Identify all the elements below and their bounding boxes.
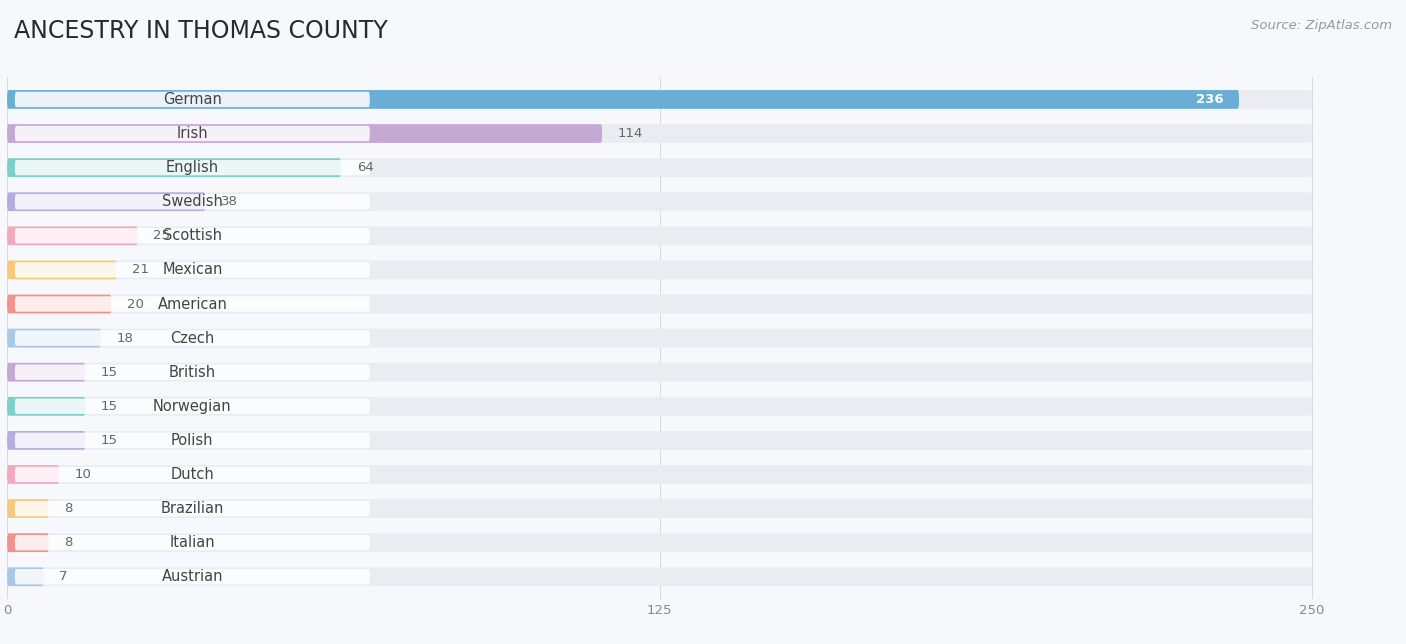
Text: 8: 8 [65,502,73,515]
FancyBboxPatch shape [7,397,86,415]
FancyBboxPatch shape [7,533,1312,552]
FancyBboxPatch shape [15,467,370,482]
FancyBboxPatch shape [15,126,370,141]
FancyBboxPatch shape [15,91,370,107]
Text: 21: 21 [132,263,149,276]
FancyBboxPatch shape [15,330,370,346]
Text: 114: 114 [617,127,643,140]
FancyBboxPatch shape [7,261,117,279]
FancyBboxPatch shape [15,535,370,551]
Text: Irish: Irish [177,126,208,141]
Text: Czech: Czech [170,330,215,346]
FancyBboxPatch shape [7,193,205,211]
FancyBboxPatch shape [15,399,370,414]
Text: Mexican: Mexican [162,262,222,278]
FancyBboxPatch shape [7,90,1312,109]
FancyBboxPatch shape [15,433,370,448]
Text: Norwegian: Norwegian [153,399,232,414]
FancyBboxPatch shape [15,365,370,380]
FancyBboxPatch shape [15,262,370,278]
Text: 18: 18 [117,332,134,345]
Text: 20: 20 [127,298,143,310]
Text: Italian: Italian [170,535,215,550]
Text: German: German [163,92,222,107]
FancyBboxPatch shape [7,363,1312,381]
Text: 25: 25 [153,229,170,242]
FancyBboxPatch shape [7,158,1312,177]
FancyBboxPatch shape [15,160,370,175]
Text: Polish: Polish [172,433,214,448]
Text: English: English [166,160,219,175]
FancyBboxPatch shape [7,363,86,381]
FancyBboxPatch shape [7,124,602,143]
FancyBboxPatch shape [7,397,1312,415]
Text: 236: 236 [1195,93,1223,106]
Text: 10: 10 [75,468,91,481]
FancyBboxPatch shape [7,227,138,245]
FancyBboxPatch shape [7,567,1312,586]
FancyBboxPatch shape [7,193,1312,211]
FancyBboxPatch shape [7,499,1312,518]
Text: 8: 8 [65,536,73,549]
Text: Scottish: Scottish [163,229,222,243]
FancyBboxPatch shape [7,499,49,518]
FancyBboxPatch shape [7,328,101,348]
FancyBboxPatch shape [7,431,1312,450]
FancyBboxPatch shape [7,567,44,586]
Text: 38: 38 [221,195,238,208]
FancyBboxPatch shape [7,533,49,552]
Text: Austrian: Austrian [162,569,224,584]
FancyBboxPatch shape [7,261,1312,279]
FancyBboxPatch shape [7,465,1312,484]
FancyBboxPatch shape [7,124,1312,143]
Text: 15: 15 [101,366,118,379]
FancyBboxPatch shape [7,431,86,450]
Text: 64: 64 [357,161,374,174]
Text: 15: 15 [101,400,118,413]
FancyBboxPatch shape [15,194,370,209]
Text: Dutch: Dutch [170,467,214,482]
FancyBboxPatch shape [7,295,1312,314]
FancyBboxPatch shape [15,569,370,585]
FancyBboxPatch shape [7,328,1312,348]
Text: American: American [157,296,228,312]
FancyBboxPatch shape [7,465,59,484]
FancyBboxPatch shape [7,158,342,177]
Text: 15: 15 [101,434,118,447]
FancyBboxPatch shape [15,501,370,516]
FancyBboxPatch shape [7,90,1239,109]
FancyBboxPatch shape [7,227,1312,245]
FancyBboxPatch shape [7,295,111,314]
FancyBboxPatch shape [15,296,370,312]
Text: Source: ZipAtlas.com: Source: ZipAtlas.com [1251,19,1392,32]
Text: British: British [169,365,217,380]
Text: ANCESTRY IN THOMAS COUNTY: ANCESTRY IN THOMAS COUNTY [14,19,388,43]
Text: Swedish: Swedish [162,194,222,209]
FancyBboxPatch shape [15,228,370,243]
Text: 7: 7 [59,570,67,583]
Text: Brazilian: Brazilian [160,501,224,516]
